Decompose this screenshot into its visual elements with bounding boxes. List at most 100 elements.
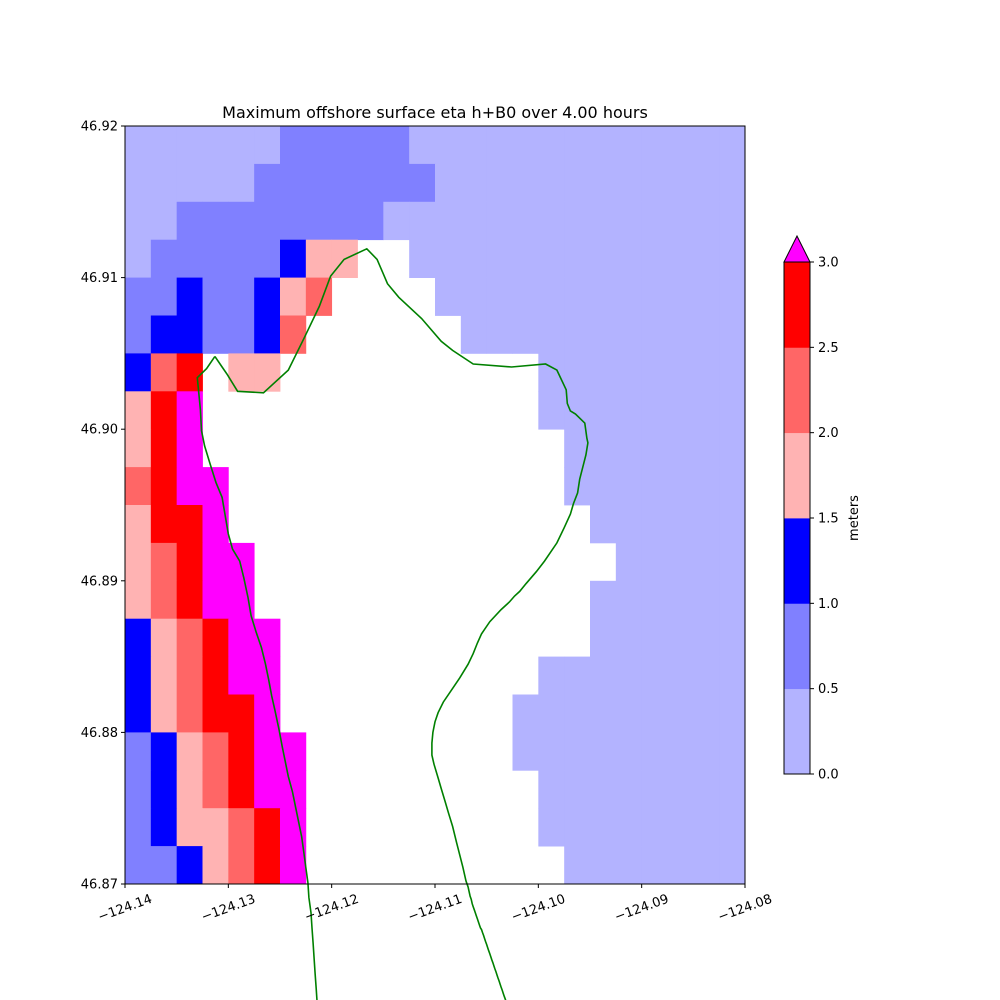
heatmap-cell xyxy=(538,277,565,316)
heatmap-cell xyxy=(125,239,152,278)
heatmap-cell xyxy=(176,429,203,468)
heatmap-cell xyxy=(254,694,281,733)
heatmap-cell xyxy=(641,580,668,620)
heatmap-cell xyxy=(150,656,178,695)
heatmap-cell xyxy=(615,163,643,203)
heatmap-cell xyxy=(590,126,617,165)
heatmap-cell xyxy=(202,770,229,809)
heatmap-cell xyxy=(228,315,255,354)
heatmap-cell xyxy=(150,353,178,392)
heatmap-cell xyxy=(538,239,565,278)
heatmap-cell xyxy=(176,163,203,203)
heatmap-cell xyxy=(150,126,178,165)
heatmap-cell xyxy=(693,580,720,620)
heatmap-cell xyxy=(357,201,384,241)
heatmap-cell xyxy=(357,163,384,203)
heatmap-cell xyxy=(435,277,462,316)
heatmap-cell xyxy=(641,694,668,733)
heatmap-cell xyxy=(590,467,617,506)
heatmap-cell xyxy=(254,201,281,241)
heatmap-cell xyxy=(150,808,178,847)
heatmap-cell xyxy=(615,126,643,165)
heatmap-cell xyxy=(512,694,539,733)
colorbar-swatch xyxy=(784,518,810,604)
heatmap-cell xyxy=(615,201,643,241)
heatmap-cell xyxy=(564,353,591,392)
heatmap-cell xyxy=(176,126,203,165)
heatmap-cell xyxy=(538,656,565,695)
heatmap-cell xyxy=(176,618,203,657)
heatmap-cell xyxy=(202,467,229,506)
heatmap-cell xyxy=(641,163,668,203)
heatmap-cell xyxy=(615,656,643,695)
heatmap-cell xyxy=(176,770,203,809)
heatmap-cell xyxy=(486,277,513,316)
heatmap-cell xyxy=(150,163,178,203)
heatmap-cell xyxy=(435,239,462,278)
heatmap-cell xyxy=(512,315,539,354)
heatmap-cell xyxy=(719,580,746,620)
heatmap-cell xyxy=(486,315,513,354)
heatmap-cell xyxy=(693,770,720,809)
heatmap-cell xyxy=(564,846,591,885)
heatmap-cell xyxy=(383,201,410,241)
heatmap-cell xyxy=(202,277,229,316)
heatmap-cell xyxy=(176,580,203,620)
heatmap-cell xyxy=(719,315,746,354)
heatmap-cell xyxy=(254,846,281,885)
heatmap-cell xyxy=(512,239,539,278)
heatmap-cell xyxy=(719,505,746,544)
heatmap-cell xyxy=(125,694,152,733)
heatmap-cell xyxy=(667,315,694,354)
heatmap-cell xyxy=(693,239,720,278)
heatmap-cell xyxy=(693,694,720,733)
heatmap-cell xyxy=(254,808,281,847)
heatmap-cell xyxy=(641,353,668,392)
x-tick-label: −124.13 xyxy=(199,892,257,925)
colorbar-label: meters xyxy=(847,495,862,541)
heatmap-cell xyxy=(590,239,617,278)
heatmap-cell xyxy=(150,542,178,582)
heatmap-cell xyxy=(719,618,746,657)
heatmap-cell xyxy=(435,163,462,203)
heatmap-cell xyxy=(305,126,333,165)
heatmap-cell xyxy=(641,808,668,847)
heatmap-cell xyxy=(305,201,333,241)
colorbar-tick-label: 3.0 xyxy=(818,256,839,271)
heatmap-cell xyxy=(564,201,591,241)
heatmap-cell xyxy=(486,163,513,203)
heatmap-cell xyxy=(693,315,720,354)
heatmap-cell xyxy=(667,353,694,392)
heatmap-cell xyxy=(512,201,539,241)
heatmap-cell xyxy=(615,277,643,316)
heatmap-cell xyxy=(202,239,229,278)
heatmap-cell xyxy=(125,618,152,657)
heatmap-cell xyxy=(150,277,178,316)
heatmap-cell xyxy=(719,467,746,506)
heatmap-cell xyxy=(719,732,746,771)
heatmap-cell xyxy=(435,126,462,165)
heatmap-cell xyxy=(150,315,178,354)
heatmap-cell xyxy=(641,770,668,809)
heatmap-cell xyxy=(125,732,152,771)
heatmap-cell xyxy=(280,770,307,809)
colorbar-swatch xyxy=(784,603,810,690)
heatmap-cell xyxy=(615,694,643,733)
heatmap-cell xyxy=(641,315,668,354)
heatmap-cell xyxy=(254,770,281,809)
heatmap-cell xyxy=(150,580,178,620)
heatmap-cell xyxy=(228,239,255,278)
heatmap-cell xyxy=(641,542,668,582)
heatmap-cell xyxy=(693,656,720,695)
heatmap-cell xyxy=(176,201,203,241)
colorbar-tick-label: 1.0 xyxy=(818,597,839,612)
colorbar-tick-label: 0.0 xyxy=(818,768,839,783)
heatmap-cell xyxy=(719,770,746,809)
heatmap-cell xyxy=(331,201,358,241)
heatmap-cell xyxy=(176,694,203,733)
heatmap-cell xyxy=(538,315,565,354)
heatmap-cell xyxy=(125,353,152,392)
heatmap-cell xyxy=(460,201,488,241)
heatmap-cell xyxy=(590,618,617,657)
colorbar-extend-arrow xyxy=(783,234,811,263)
